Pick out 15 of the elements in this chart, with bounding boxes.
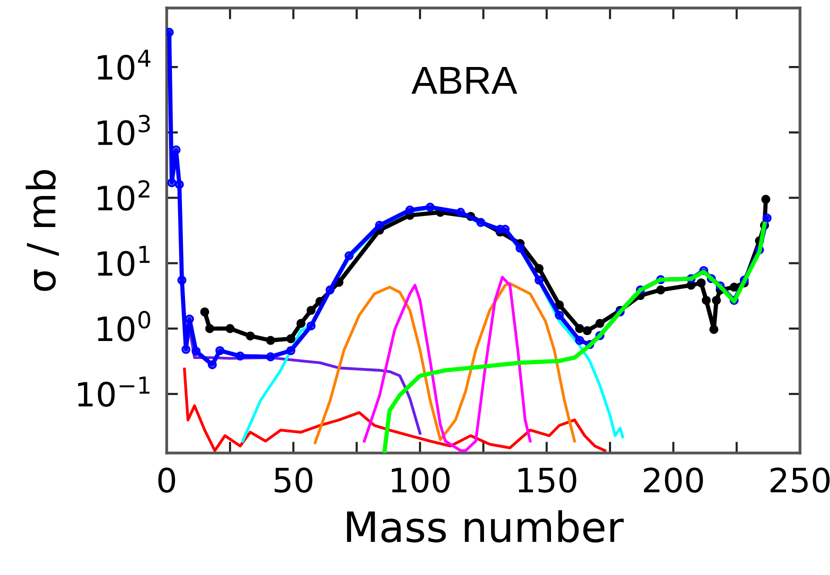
y-tick-label: 10$^{1}$ [98,246,150,276]
y-axis-title: σ / mb [26,170,59,291]
y-tick-label: 10$^{3}$ [98,114,150,146]
x-tick-label: 150 [518,467,576,493]
y-tick-label: 10$^{4}$ [98,50,150,80]
y-tick-label: 10$^{−1}$ [78,376,150,407]
x-tick-label: 50 [274,467,312,493]
x-axis-title: Mass number [347,510,624,543]
y-tick-label: 10$^{0}$ [98,310,150,342]
x-tick-label: 200 [644,467,703,493]
x-tick-label: 100 [392,467,450,493]
x-tick-label: 0 [158,467,176,493]
annotation: ABRA [411,66,518,94]
y-tick-label: 10$^{2}$ [98,180,150,211]
x-tick-label: 250 [770,467,830,493]
